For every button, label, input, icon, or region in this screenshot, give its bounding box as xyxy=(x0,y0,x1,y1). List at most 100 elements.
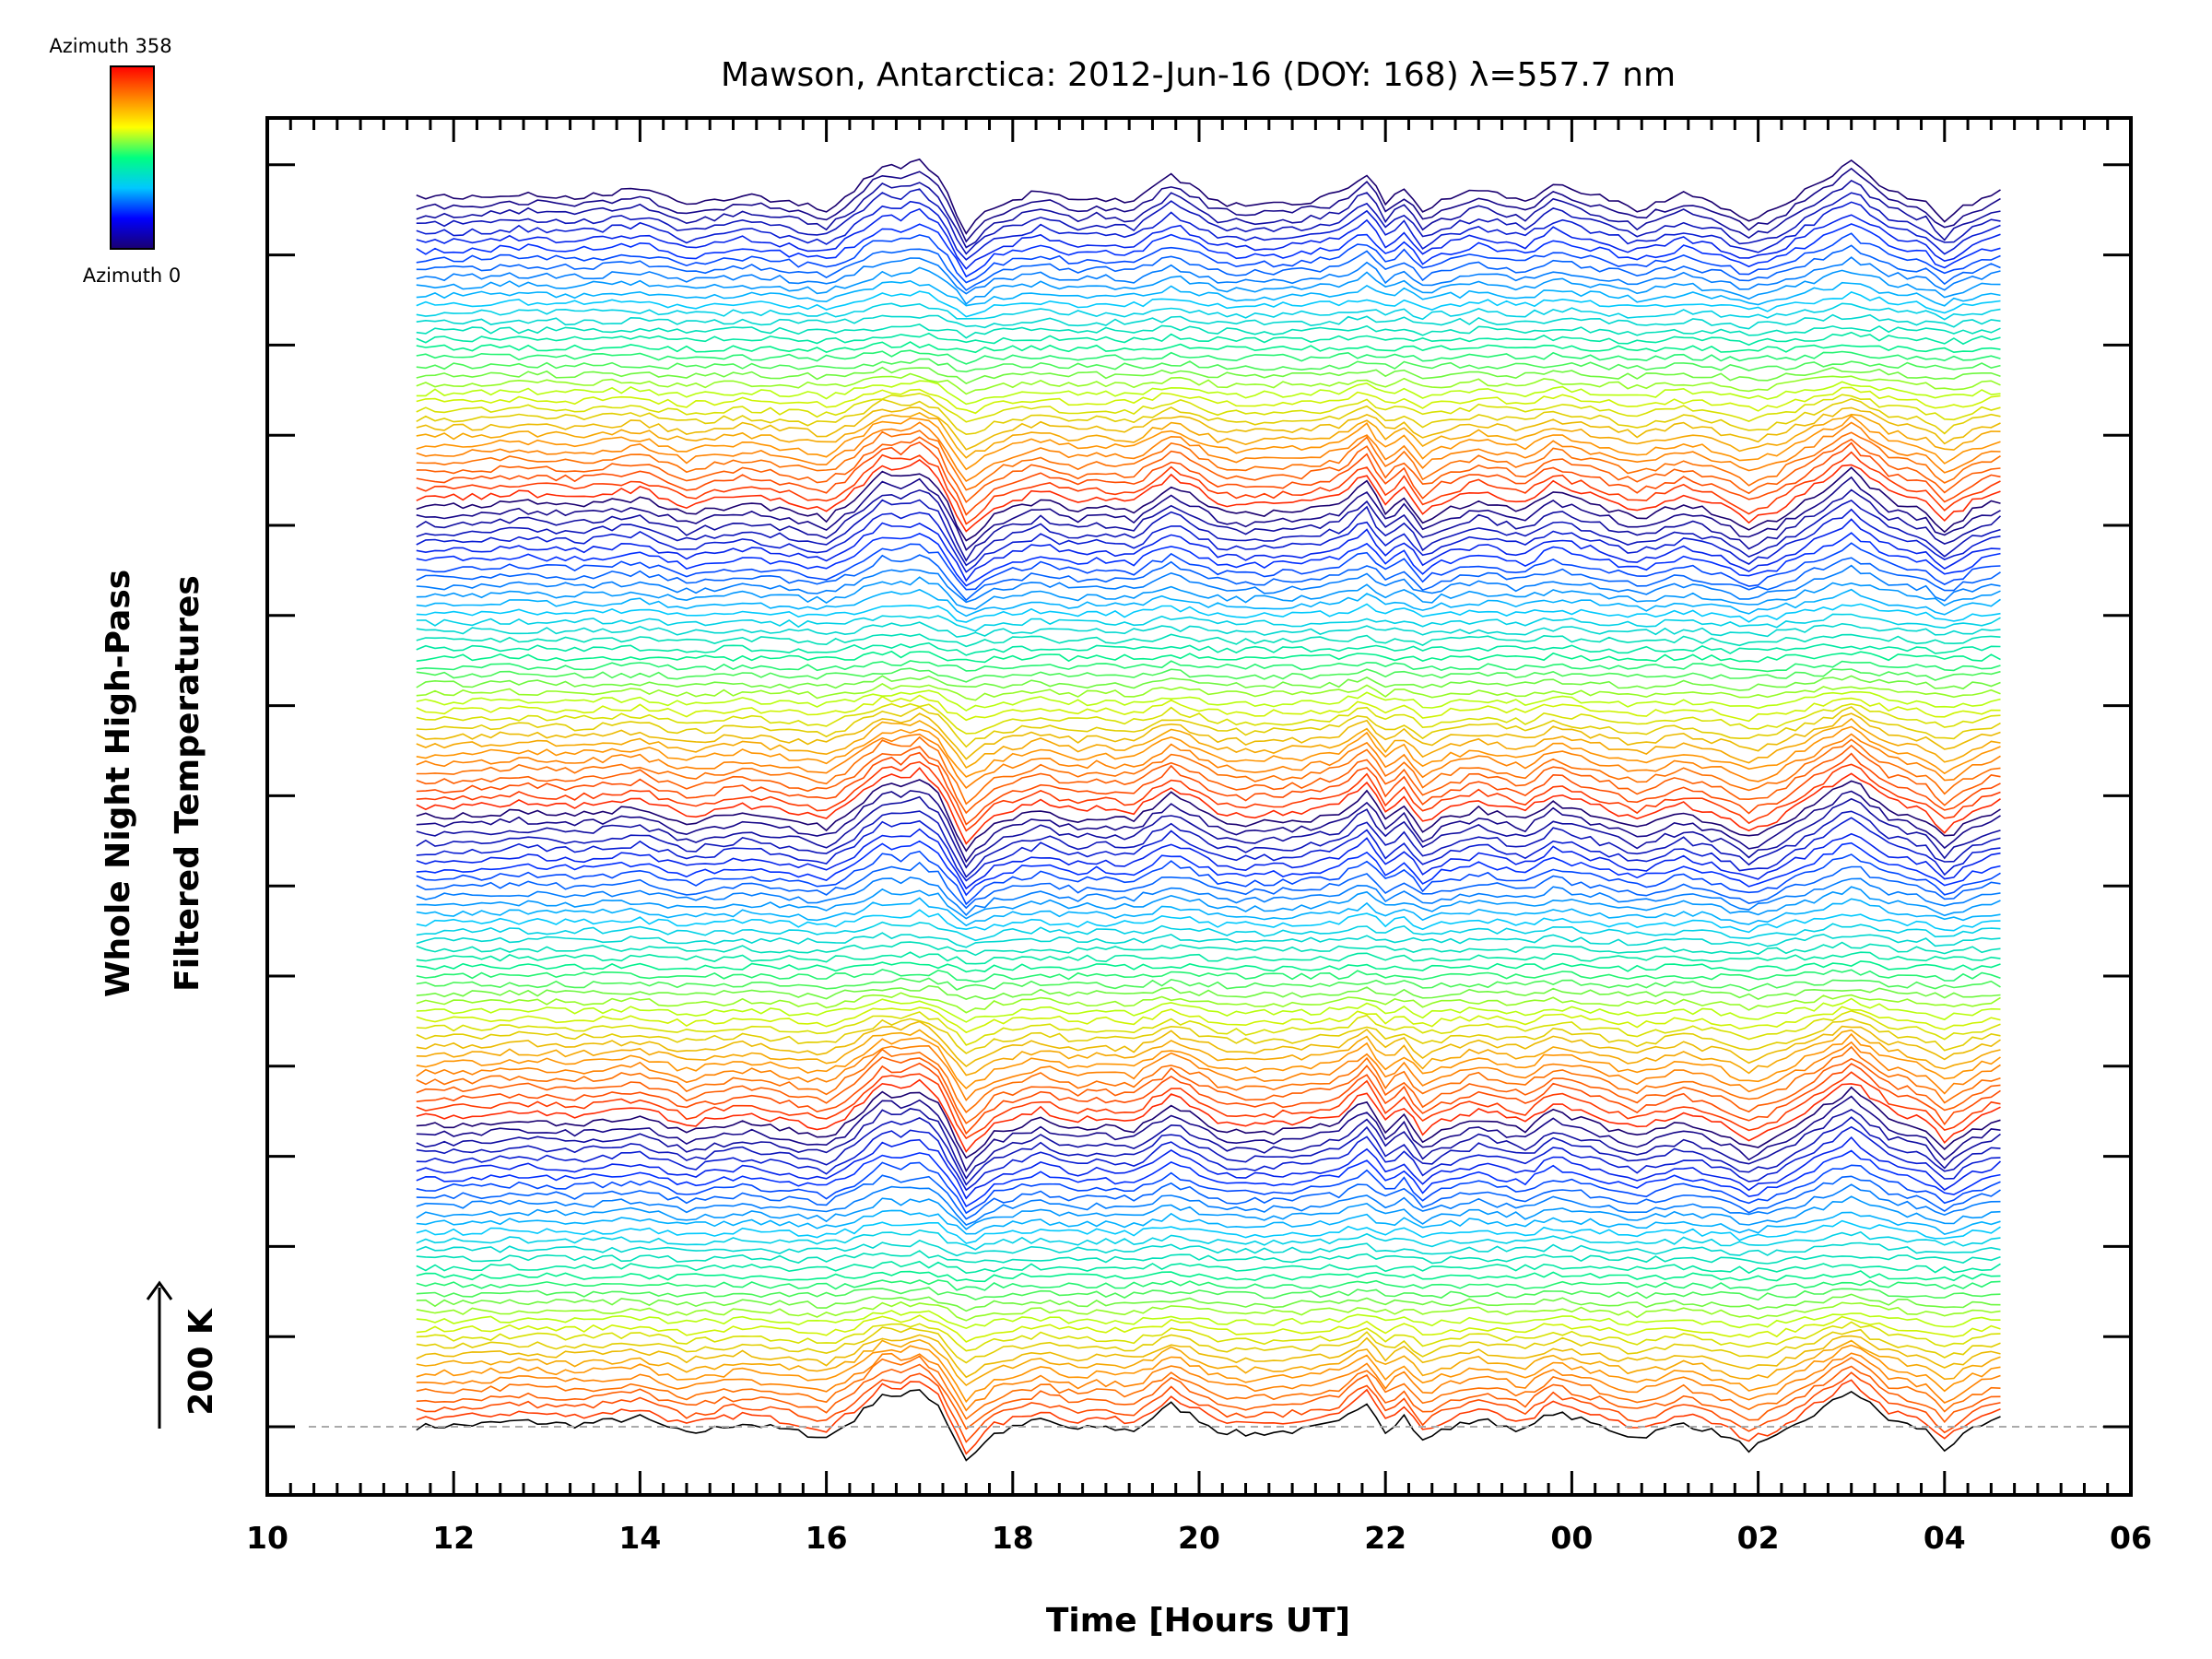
series-line xyxy=(416,290,2001,318)
series-line xyxy=(416,951,2001,965)
series-line xyxy=(416,386,2001,415)
series-line xyxy=(416,1062,2001,1135)
series-line xyxy=(416,909,2001,934)
series-line xyxy=(416,1293,2001,1312)
series-line xyxy=(416,393,2001,423)
series-line xyxy=(416,1314,2001,1343)
series-line xyxy=(416,366,2001,385)
series-line xyxy=(416,451,2001,525)
series-line xyxy=(416,1032,2001,1089)
series-line xyxy=(416,1250,2001,1265)
series-line xyxy=(416,1338,2001,1387)
series-line xyxy=(416,689,2001,712)
series-line xyxy=(416,1352,2001,1412)
series-line xyxy=(416,1287,2001,1301)
series-line xyxy=(416,682,2001,701)
x-tick-label: 02 xyxy=(1737,1520,1780,1556)
series-line xyxy=(416,415,2001,471)
series-line xyxy=(416,358,2001,373)
axis-ticks: 10 12 14 16 18 20 22 00 02 04 06 xyxy=(246,118,2152,1556)
series-line xyxy=(416,1095,2001,1173)
series-line xyxy=(416,694,2001,723)
series-group xyxy=(416,158,2002,1462)
series-line xyxy=(416,167,2001,243)
series-line xyxy=(416,1219,2001,1244)
series-line xyxy=(416,302,2001,321)
series-line xyxy=(416,588,2001,618)
series-line xyxy=(416,256,2001,295)
series-line xyxy=(416,476,2001,552)
series-line xyxy=(416,790,2001,864)
series-line xyxy=(416,207,2001,270)
series-line xyxy=(416,1334,2001,1379)
series-line xyxy=(416,532,2001,587)
series-line xyxy=(416,1321,2001,1352)
series-line xyxy=(416,397,2001,436)
series-line xyxy=(416,429,2001,491)
series-line xyxy=(416,1240,2001,1257)
series-line xyxy=(416,877,2001,916)
series-line xyxy=(416,650,2001,664)
series-line xyxy=(416,861,2001,910)
series-line xyxy=(416,1260,2001,1275)
chart-title: Mawson, Antarctica: 2012-Jun-16 (DOY: 16… xyxy=(721,56,1676,94)
series-line xyxy=(416,779,2001,853)
series-line xyxy=(416,324,2001,339)
x-tick-label: 18 xyxy=(992,1520,1034,1556)
series-line xyxy=(416,412,2001,459)
series-line xyxy=(416,459,2001,533)
series-line xyxy=(416,576,2001,610)
series-line xyxy=(416,828,2001,890)
x-tick-label: 22 xyxy=(1364,1520,1406,1556)
series-line xyxy=(416,508,2001,573)
y-axis-label-line1: Whole Night High-Pass xyxy=(100,570,137,997)
series-line xyxy=(416,436,2001,504)
series-line xyxy=(416,984,2001,1000)
x-tick-label: 00 xyxy=(1550,1520,1593,1556)
colorbar xyxy=(110,65,155,250)
series-line xyxy=(416,641,2001,656)
series-line xyxy=(416,633,2001,648)
series-line xyxy=(416,179,2001,249)
series-line xyxy=(416,886,2001,920)
series-line xyxy=(416,960,2001,973)
series-line xyxy=(416,223,2001,278)
series-line xyxy=(416,1270,2001,1283)
series-line xyxy=(416,341,2001,354)
series-line xyxy=(416,372,2001,395)
series-line xyxy=(416,1006,2001,1034)
series-line xyxy=(416,542,2001,591)
series-line xyxy=(416,751,2001,826)
series-line xyxy=(416,1326,2001,1364)
series-line xyxy=(416,1389,2001,1462)
series-line xyxy=(416,1071,2001,1140)
series-line xyxy=(416,1135,2002,1200)
series-line xyxy=(416,660,2001,673)
series-line xyxy=(416,1018,2001,1054)
series-line xyxy=(416,1174,2001,1220)
series-line xyxy=(416,1020,2001,1068)
scale-label: 200 K xyxy=(182,1308,220,1416)
series-line xyxy=(416,744,2001,815)
x-tick-label: 12 xyxy=(432,1520,475,1556)
series-line xyxy=(416,1209,2001,1235)
plot-frame xyxy=(265,116,2133,1497)
x-tick-label: 14 xyxy=(618,1520,661,1556)
series-line xyxy=(416,266,2001,305)
series-line xyxy=(416,441,2001,516)
series-line xyxy=(416,667,2001,683)
x-tick-label: 16 xyxy=(806,1520,848,1556)
series-line xyxy=(416,244,2001,291)
series-line xyxy=(416,997,2001,1023)
series-line xyxy=(416,725,2001,778)
series-line xyxy=(416,1229,2001,1251)
series-line xyxy=(416,331,2001,347)
series-line xyxy=(416,1379,2001,1455)
series-line xyxy=(416,717,2001,770)
series-line xyxy=(416,1125,2001,1192)
series-line xyxy=(416,992,2001,1014)
series-line xyxy=(416,499,2001,567)
series-line xyxy=(416,603,2001,623)
colorbar-legend: Azimuth 358 Azimuth 0 xyxy=(49,35,181,287)
series-line xyxy=(416,1041,2001,1102)
